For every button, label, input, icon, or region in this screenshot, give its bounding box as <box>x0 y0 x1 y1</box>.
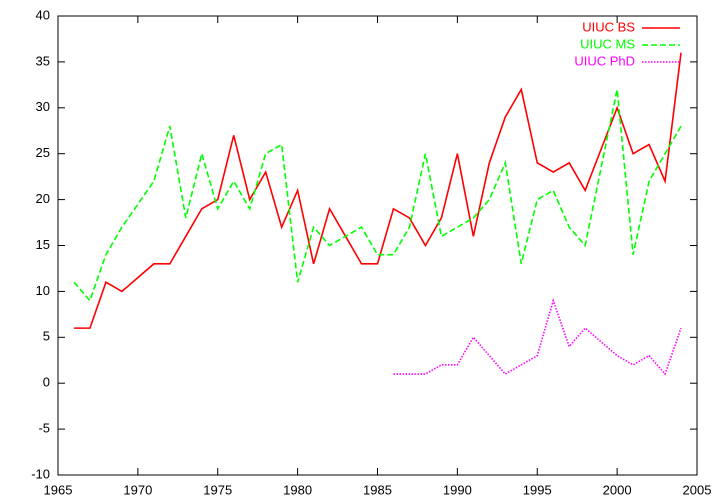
x-tick-label: 1990 <box>443 482 472 497</box>
y-tick-label: -5 <box>38 421 50 436</box>
x-tick-label: 1975 <box>203 482 232 497</box>
y-tick-label: 40 <box>36 7 50 22</box>
y-tick-label: 35 <box>36 53 50 68</box>
y-tick-label: 20 <box>36 191 50 206</box>
x-tick-label: 1995 <box>523 482 552 497</box>
y-tick-label: 10 <box>36 283 50 298</box>
x-tick-label: 1985 <box>363 482 392 497</box>
x-tick-label: 1980 <box>283 482 312 497</box>
y-tick-label: -10 <box>31 466 50 481</box>
y-tick-label: 30 <box>36 99 50 114</box>
series-line <box>73 89 682 303</box>
x-tick-label: 1970 <box>123 482 152 497</box>
series-line <box>73 52 682 329</box>
y-tick-label: 25 <box>36 145 50 160</box>
series-line <box>393 297 682 376</box>
plot-frame <box>57 15 698 476</box>
y-tick-label: 15 <box>36 237 50 252</box>
legend-label: UIUC PhD <box>574 53 635 68</box>
x-tick-label: 2005 <box>683 482 712 497</box>
y-tick-label: 0 <box>43 375 50 390</box>
x-tick-label: 2000 <box>603 482 632 497</box>
legend-label: UIUC BS <box>582 19 635 34</box>
legend-label: UIUC MS <box>580 36 635 51</box>
x-tick-label: 1965 <box>44 482 73 497</box>
y-tick-label: 5 <box>43 329 50 344</box>
